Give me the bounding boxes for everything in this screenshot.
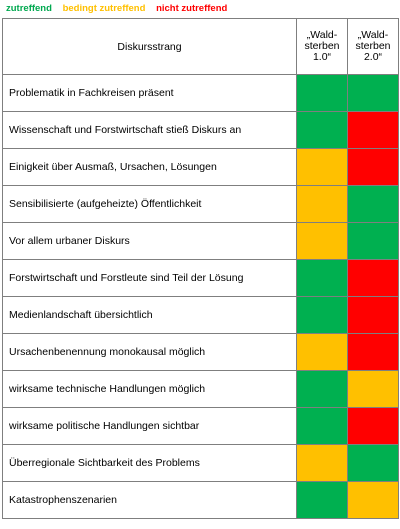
rating-cell-waldsterben-2 [347, 259, 399, 297]
row-label: Wissenschaft und Forstwirtschaft stieß D… [2, 111, 297, 149]
row-label: Ursachenbenennung monokausal möglich [2, 333, 297, 371]
table-row: Katastrophenszenarien [2, 481, 399, 519]
table-row: Wissenschaft und Forstwirtschaft stieß D… [2, 111, 399, 149]
row-label: Vor allem urbaner Diskurs [2, 222, 297, 260]
row-label: Problematik in Fachkreisen präsent [2, 74, 297, 112]
row-label: Einigkeit über Ausmaß, Ursachen, Lösunge… [2, 148, 297, 186]
rating-cell-waldsterben-2 [347, 296, 399, 334]
rating-cell-waldsterben-1 [296, 222, 348, 260]
table-row: wirksame technische Handlungen möglich [2, 370, 399, 408]
rating-cell-waldsterben-1 [296, 111, 348, 149]
rating-cell-waldsterben-2 [347, 185, 399, 223]
row-label: Überregionale Sichtbarkeit des Problems [2, 444, 297, 482]
rating-cell-waldsterben-1 [296, 296, 348, 334]
legend-nicht-zutreffend: nicht zutreffend [156, 3, 228, 14]
rating-cell-waldsterben-2 [347, 370, 399, 408]
legend: zutreffend bedingt zutreffend nicht zutr… [0, 0, 400, 18]
rating-cell-waldsterben-1 [296, 259, 348, 297]
legend-bedingt-zutreffend: bedingt zutreffend [62, 3, 146, 14]
row-label: wirksame politische Handlungen sichtbar [2, 407, 297, 445]
row-label: wirksame technische Handlungen möglich [2, 370, 297, 408]
row-label: Medienlandschaft übersichtlich [2, 296, 297, 334]
table-row: wirksame politische Handlungen sichtbar [2, 407, 399, 445]
rating-cell-waldsterben-1 [296, 444, 348, 482]
rating-cell-waldsterben-1 [296, 333, 348, 371]
table-row: Sensibilisierte (aufgeheizte) Öffentlich… [2, 185, 399, 223]
rating-cell-waldsterben-2 [347, 333, 399, 371]
row-label: Sensibilisierte (aufgeheizte) Öffentlich… [2, 185, 297, 223]
table-row: Medienlandschaft übersichtlich [2, 296, 399, 334]
row-label: Katastrophenszenarien [2, 481, 297, 519]
header-row: Diskursstrang „Wald-sterben 1.0“ „Wald-s… [2, 18, 399, 75]
header-diskursstrang: Diskursstrang [2, 18, 297, 75]
rating-cell-waldsterben-2 [347, 407, 399, 445]
rating-cell-waldsterben-1 [296, 481, 348, 519]
rating-cell-waldsterben-1 [296, 370, 348, 408]
table-row: Problematik in Fachkreisen präsent [2, 74, 399, 112]
rating-cell-waldsterben-2 [347, 111, 399, 149]
row-label: Forstwirtschaft und Forstleute sind Teil… [2, 259, 297, 297]
rating-cell-waldsterben-2 [347, 444, 399, 482]
rating-cell-waldsterben-1 [296, 185, 348, 223]
rating-cell-waldsterben-2 [347, 74, 399, 112]
table-row: Vor allem urbaner Diskurs [2, 222, 399, 260]
rating-cell-waldsterben-1 [296, 74, 348, 112]
rating-cell-waldsterben-2 [347, 148, 399, 186]
comparison-table: Diskursstrang „Wald-sterben 1.0“ „Wald-s… [2, 18, 399, 519]
table-row: Überregionale Sichtbarkeit des Problems [2, 444, 399, 482]
header-waldsterben-2: „Wald-sterben 2.0“ [347, 18, 399, 75]
rating-cell-waldsterben-1 [296, 407, 348, 445]
rating-cell-waldsterben-1 [296, 148, 348, 186]
table-row: Einigkeit über Ausmaß, Ursachen, Lösunge… [2, 148, 399, 186]
header-waldsterben-1: „Wald-sterben 1.0“ [296, 18, 348, 75]
rating-cell-waldsterben-2 [347, 222, 399, 260]
table-row: Forstwirtschaft und Forstleute sind Teil… [2, 259, 399, 297]
legend-zutreffend: zutreffend [6, 3, 52, 14]
table-row: Ursachenbenennung monokausal möglich [2, 333, 399, 371]
rating-cell-waldsterben-2 [347, 481, 399, 519]
table-body: Problematik in Fachkreisen präsent Wissen… [2, 74, 399, 519]
